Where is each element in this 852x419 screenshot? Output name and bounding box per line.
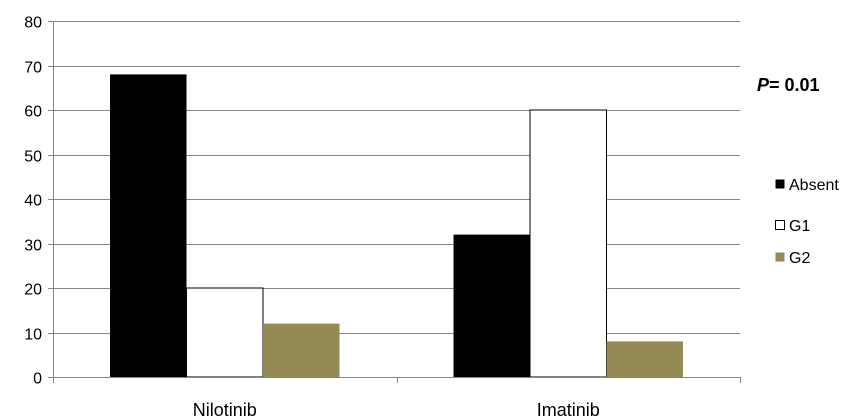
y-tick-label: 30 (24, 238, 42, 255)
bar-nilotinib-g1 (186, 287, 264, 378)
x-tick-label: Nilotinib (193, 400, 257, 419)
y-tick-label: 50 (24, 149, 42, 166)
legend-label-g1: G1 (789, 218, 810, 235)
p-value-text: = 0.01 (769, 75, 820, 95)
bar-imatinib-absent (453, 234, 531, 377)
bar-imatinib-g1 (529, 109, 607, 378)
y-tick-label: 60 (24, 104, 42, 121)
legend-swatch-g1 (775, 220, 785, 230)
y-tick-label: 0 (33, 371, 42, 388)
y-tick-label: 40 (24, 193, 42, 210)
legend-swatch-absent (775, 179, 785, 189)
p-value-symbol: P (757, 75, 770, 95)
x-tick-labels: Nilotinib Imatinib (193, 400, 600, 419)
axes (48, 21, 741, 383)
bars (110, 74, 683, 378)
legend-label-absent: Absent (789, 177, 839, 194)
y-tick-label: 70 (24, 60, 42, 77)
legend-swatch-g2 (775, 252, 785, 262)
x-tick-label: Imatinib (537, 400, 600, 419)
legend: Absent G1 G2 (775, 177, 839, 267)
y-tick-label: 20 (24, 282, 42, 299)
bar-nilotinib-absent (110, 74, 187, 378)
bar-imatinib-g2 (606, 341, 683, 377)
y-tick-label: 80 (24, 15, 42, 32)
legend-label-g2: G2 (789, 250, 810, 267)
y-tick-labels: 0 10 20 30 40 50 60 70 80 (24, 15, 42, 388)
bar-nilotinib-g2 (262, 323, 340, 377)
p-value-annotation: P= 0.01 (757, 75, 820, 95)
y-tick-label: 10 (24, 327, 42, 344)
